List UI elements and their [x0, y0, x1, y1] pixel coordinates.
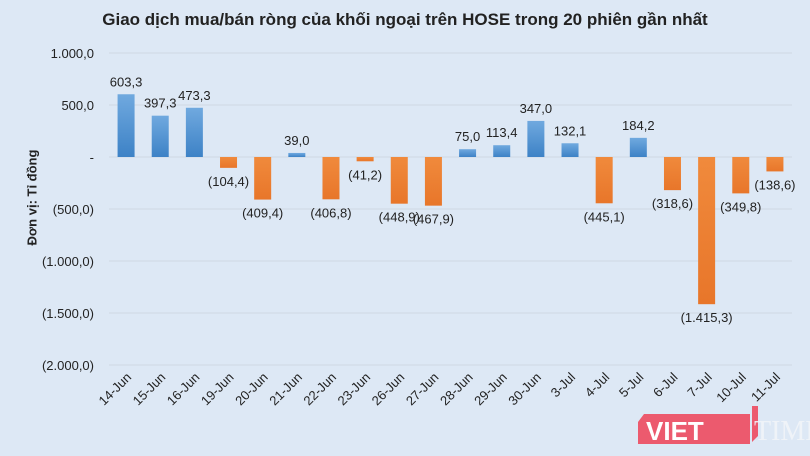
- bar: [185, 107, 203, 157]
- x-tick-label: 5-Jul: [616, 369, 647, 400]
- data-label: (448,9): [379, 210, 420, 225]
- bar: [356, 157, 374, 162]
- y-tick-label: -: [90, 150, 94, 165]
- x-tick-label: 19-Jun: [198, 370, 237, 409]
- bar: [698, 157, 716, 305]
- x-tick-label: 6-Jul: [650, 369, 681, 400]
- data-label: 132,1: [554, 123, 587, 138]
- data-label: 603,3: [110, 74, 143, 89]
- bar: [493, 145, 511, 157]
- x-tick-label: 7-Jul: [684, 369, 715, 400]
- data-label: 39,0: [284, 133, 309, 148]
- bar: [561, 143, 579, 157]
- svg-text:VIET: VIET: [646, 416, 704, 446]
- x-tick-label: 28-Jun: [437, 370, 476, 409]
- bar: [220, 157, 238, 168]
- data-label: 75,0: [455, 129, 480, 144]
- x-tick-label: 21-Jun: [266, 370, 305, 409]
- bar: [288, 152, 306, 157]
- data-label: (318,6): [652, 196, 693, 211]
- bar: [424, 157, 442, 206]
- bar: [766, 157, 784, 172]
- bar: [459, 149, 477, 157]
- bar: [663, 157, 681, 191]
- bar: [527, 120, 545, 157]
- bar: [629, 137, 647, 157]
- bar: [595, 157, 613, 204]
- data-label: (1.415,3): [681, 310, 733, 325]
- data-label: (467,9): [413, 212, 454, 227]
- x-tick-label: 4-Jul: [582, 369, 613, 400]
- y-tick-label: (2.000,0): [42, 358, 94, 373]
- x-tick-label: 14-Jun: [95, 370, 134, 409]
- x-tick-label: 15-Jun: [130, 370, 169, 409]
- bar: [390, 157, 408, 204]
- x-tick-label: 26-Jun: [369, 370, 408, 409]
- bar: [254, 157, 272, 200]
- x-tick-label: 16-Jun: [164, 370, 203, 409]
- x-tick-label: 22-Jun: [300, 370, 339, 409]
- x-tick-label: 3-Jul: [548, 369, 579, 400]
- data-label: 473,3: [178, 88, 211, 103]
- data-label: (41,2): [348, 167, 382, 182]
- y-tick-label: 1.000,0: [51, 46, 94, 61]
- x-tick-label: 20-Jun: [232, 370, 271, 409]
- data-label: (138,6): [754, 177, 795, 192]
- bar: [117, 94, 135, 157]
- data-label: (349,8): [720, 199, 761, 214]
- y-tick-label: (500,0): [53, 202, 94, 217]
- x-tick-label: 10-Jul: [713, 369, 749, 405]
- bar: [322, 157, 340, 200]
- data-label: (406,8): [310, 205, 351, 220]
- data-label: 184,2: [622, 118, 655, 133]
- data-label: 347,0: [520, 101, 553, 116]
- chart-title: Giao dịch mua/bán ròng của khối ngoại tr…: [102, 10, 708, 29]
- data-label: 397,3: [144, 96, 177, 111]
- data-label: (445,1): [584, 209, 625, 224]
- x-tick-label: 29-Jun: [471, 370, 510, 409]
- data-label: (409,4): [242, 206, 283, 221]
- svg-text:TIMES: TIMES: [754, 416, 810, 447]
- x-tick-label: 23-Jun: [335, 370, 374, 409]
- viettimes-logo: VIET TIMES: [638, 406, 810, 447]
- bar: [732, 157, 750, 194]
- x-tick-label: 30-Jun: [505, 370, 544, 409]
- data-label: (104,4): [208, 174, 249, 189]
- y-tick-label: (1.500,0): [42, 306, 94, 321]
- data-label: 113,4: [486, 125, 518, 140]
- y-tick-label: 500,0: [61, 98, 94, 113]
- x-tick-label: 27-Jun: [403, 370, 442, 409]
- x-tick-label: 11-Jul: [748, 369, 783, 404]
- y-tick-label: (1.000,0): [42, 254, 94, 269]
- bar: [151, 115, 169, 157]
